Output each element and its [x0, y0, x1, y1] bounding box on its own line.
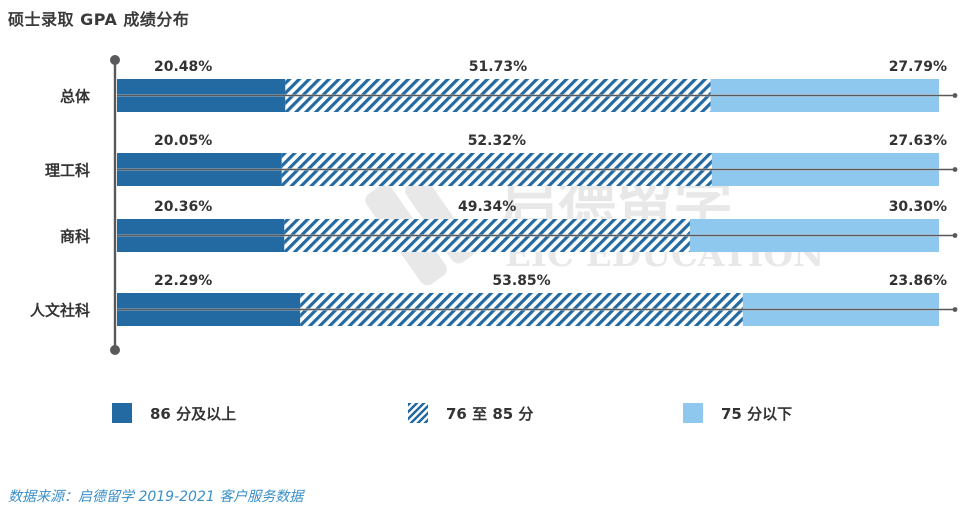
value-label-low: 27.79% — [889, 59, 947, 75]
bar-end-dot — [952, 233, 958, 238]
value-label-low: 27.63% — [889, 133, 947, 149]
value-label-high: 22.29% — [154, 273, 212, 289]
category-label: 商科 — [60, 228, 90, 246]
value-label-high: 20.36% — [154, 199, 212, 215]
value-label-high: 20.05% — [154, 133, 212, 149]
legend-swatch-high — [112, 403, 132, 423]
bar-row: 20.48% 51.73% 27.79% 总体 — [60, 59, 958, 112]
legend-label-mid: 76 至 85 分 — [446, 404, 534, 423]
value-label-mid: 51.73% — [469, 59, 527, 75]
value-label-mid: 53.85% — [492, 273, 550, 289]
bar-row: 20.05% 52.32% 27.63% 理工科 — [45, 133, 958, 186]
legend-label-high: 86 分及以上 — [150, 404, 237, 423]
source-note: 数据来源：启德留学 2019-2021 客户服务数据 — [8, 489, 304, 505]
legend-swatch-mid — [408, 403, 428, 423]
value-label-high: 20.48% — [154, 59, 212, 75]
bar-end-dot — [952, 93, 958, 98]
legend-item-high: 86 分及以上 — [112, 402, 236, 424]
value-label-low: 30.30% — [889, 199, 947, 215]
legend-item-mid: 76 至 85 分 — [408, 402, 533, 424]
category-label: 理工科 — [45, 162, 90, 180]
bar-end-dot — [952, 167, 958, 172]
legend-item-low: 75 分以下 — [683, 402, 792, 424]
value-label-mid: 49.34% — [458, 199, 516, 215]
value-label-low: 23.86% — [889, 273, 947, 289]
chart-title: 硕士录取 GPA 成绩分布 — [8, 10, 190, 29]
legend-label-low: 75 分以下 — [721, 404, 793, 423]
bar-row: 22.29% 53.85% 23.86% 人文社科 — [30, 273, 958, 326]
bar-end-dot — [952, 307, 958, 312]
category-label: 人文社科 — [30, 302, 90, 320]
value-label-mid: 52.32% — [468, 133, 526, 149]
legend-swatch-low — [683, 403, 703, 423]
category-label: 总体 — [60, 88, 91, 106]
bar-row: 20.36% 49.34% 30.30% 商科 — [60, 199, 958, 252]
axis-top-dot — [110, 55, 120, 65]
axis-bottom-dot — [110, 345, 120, 355]
